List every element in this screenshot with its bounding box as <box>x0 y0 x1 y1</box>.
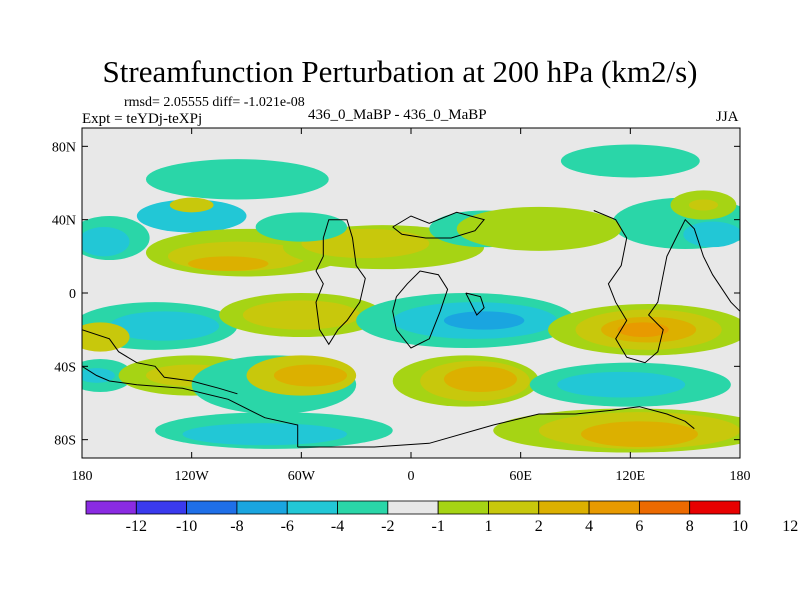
colorbar-label: -12 <box>126 518 147 535</box>
colorbar-swatch <box>135 500 188 515</box>
y-tick-label: 40N <box>52 214 76 229</box>
contour-region <box>580 421 698 447</box>
axes-layer: 180 120W 60W 0 60E 120E 180 80N 40N 0 40S 80S <box>52 128 751 484</box>
contour-region <box>82 227 130 257</box>
coastline <box>297 406 695 448</box>
colorbar-swatch <box>387 500 439 515</box>
contour-region <box>242 300 360 330</box>
colorbar-label: -4 <box>331 518 344 535</box>
colorbar-label: -10 <box>176 518 197 535</box>
x-tick-label: 60W <box>288 469 316 484</box>
colorbar-swatch <box>638 500 691 515</box>
colorbar-swatch <box>538 500 590 515</box>
coastline <box>315 219 366 346</box>
colorbar-swatch <box>488 500 540 515</box>
colorbar-swatch <box>286 500 338 515</box>
y-tick-label: 40S <box>54 360 76 375</box>
coastline <box>392 270 449 349</box>
x-tick-label: 120E <box>616 469 646 484</box>
coastline <box>392 211 485 239</box>
coastline <box>465 292 485 316</box>
chart-title: Streamfunction Perturbation at 200 hPa (… <box>102 54 698 89</box>
x-tick-label: 120W <box>175 469 210 484</box>
contour-region <box>560 144 700 178</box>
contour-region <box>683 221 740 248</box>
contour-region <box>443 311 525 330</box>
y-tick-label: 80N <box>52 140 76 155</box>
coastline-layer <box>82 210 740 448</box>
colorbar-label: 2 <box>535 518 543 535</box>
colorbar-label: 12 <box>782 518 798 535</box>
colorbar-label: -1 <box>431 518 444 535</box>
x-tick-label: 60E <box>509 469 532 484</box>
colorbar-label: 6 <box>635 518 643 535</box>
colorbar-swatch <box>689 500 741 515</box>
experiment-label: Expt = teYDj-teXPj <box>82 111 203 127</box>
contour-region <box>109 311 220 341</box>
coastline <box>82 365 299 447</box>
y-tick-label: 80S <box>54 434 76 449</box>
colorbar: -12 -10 -8 -6 -4 -2 -1 1 2 4 6 8 10 12 <box>85 500 798 535</box>
stats-label: rmsd= 2.05555 diff= -1.021e-08 <box>124 95 305 110</box>
x-tick-label: 180 <box>730 469 751 484</box>
case-label: 436_0_MaBP - 436_0_MaBP <box>308 107 487 123</box>
contour-region <box>617 322 669 337</box>
colorbar-label: 8 <box>686 518 694 535</box>
coastline <box>593 210 740 364</box>
colorbar-swatch <box>588 500 640 515</box>
x-tick-label: 0 <box>408 469 415 484</box>
colorbar-swatch <box>437 500 489 515</box>
contour-region <box>182 423 348 446</box>
colorbar-swatch <box>236 500 288 515</box>
colorbar-swatch <box>85 500 137 515</box>
field-layer <box>82 144 740 453</box>
colorbar-label: -8 <box>230 518 243 535</box>
colorbar-label: 4 <box>585 518 593 535</box>
contour-region <box>456 206 622 251</box>
contour-region <box>82 322 130 352</box>
contour-region <box>188 256 269 271</box>
contour-region <box>273 364 348 387</box>
contour-region <box>145 159 329 200</box>
contour-region <box>169 197 214 213</box>
contour-region <box>557 371 686 398</box>
colorbar-label: 1 <box>484 518 492 535</box>
colorbar-label: -2 <box>381 518 394 535</box>
y-tick-label: 0 <box>69 287 76 302</box>
colorbar-swatch <box>337 500 389 515</box>
colorbar-label: 10 <box>732 518 748 535</box>
contour-region <box>688 199 719 211</box>
coastline <box>82 329 238 395</box>
colorbar-label: -6 <box>281 518 294 535</box>
contour-region <box>443 366 518 392</box>
contour-region <box>136 199 247 233</box>
season-label: JJA <box>716 109 739 125</box>
contour-region <box>255 212 348 242</box>
x-tick-label: 180 <box>72 469 93 484</box>
colorbar-swatch <box>186 500 238 515</box>
